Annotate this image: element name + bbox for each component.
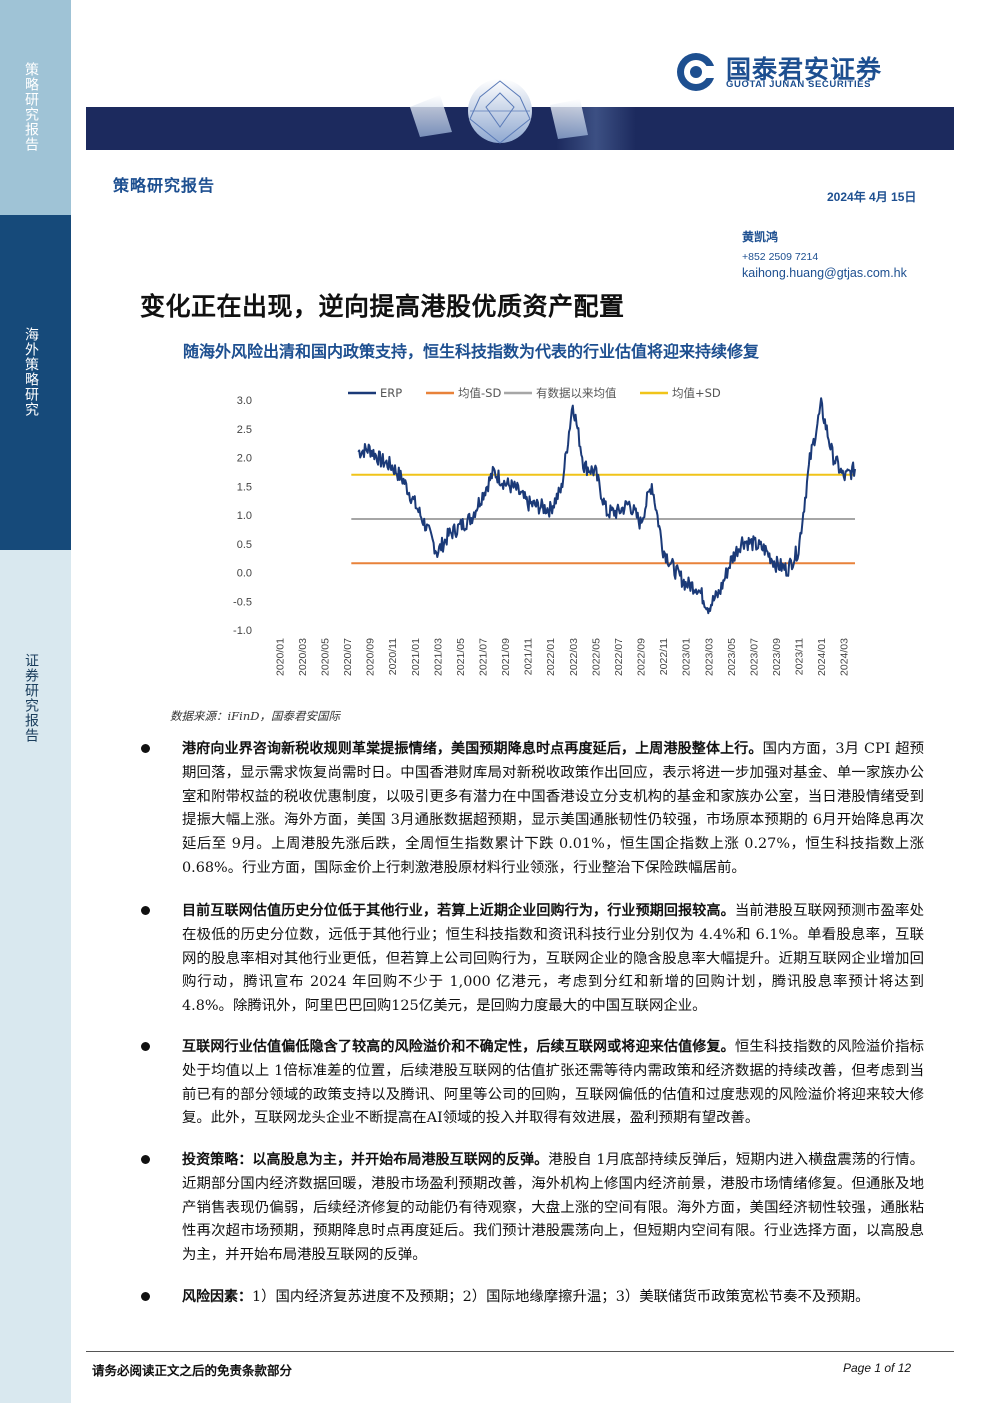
bullet-body: 国内方面，3月 CPI 超预期回落，显示需求恢复尚需时日。中国香港财库局对新税收… [182,741,925,876]
logo-text-en: GUOTAI JUNAN SECURITIES [726,79,872,90]
x-tick-label: 2021/09 [500,638,512,676]
report-title: 变化正在出现，逆向提高港股优质资产配置 [140,292,625,321]
x-tick-label: 2021/03 [432,638,444,676]
logo-text-cn: 国泰君安证券 [726,55,883,84]
y-tick-label: -0.5 [233,596,252,608]
bullet-body: 当前港股互联网预测市盈率处在极低的历史分位数，远低于其他行业；恒生科技指数和资讯… [182,903,924,1015]
x-tick-label: 2023/07 [748,638,760,676]
y-tick-label: 1.5 [237,481,252,493]
diamond-icon [410,79,588,144]
x-tick-label: 2023/01 [681,638,693,676]
bullet-lead: 港府向业界咨询新税收规则革棠提振情绪，美国预期降息时点再度延后，上周港股整体上行… [182,741,763,757]
x-tick-label: 2022/03 [568,638,580,676]
x-tick-label: 2023/03 [703,638,715,676]
x-tick-label: 2020/09 [365,638,377,676]
x-tick-label: 2020/03 [297,638,309,676]
bullet-dot-icon [141,906,150,915]
bullet-body: 恒生科技指数的风险溢价指标处于均值以上 1倍标准差的位置，后续港股互联网的估值扩… [182,1039,924,1127]
x-tick-label: 2021/01 [410,638,422,676]
x-tick-label: 2022/11 [658,638,670,675]
footer-divider [86,1351,954,1352]
sidebar-section-strategy: 策略研究报告 [0,0,71,215]
chart-source: 数据来源：iFinD，国泰君安国际 [170,709,340,723]
bullet-dot-icon [141,744,150,753]
sidebar-section-securities: 证券研究报告 [0,550,71,1403]
bullet-lead: 互联网行业估值偏低隐含了较高的风险溢价和不确定性，后续互联网或将迎来估值修复。 [182,1039,735,1055]
author-phone: +852 2509 7214 [742,251,819,263]
x-tick-label: 2020/07 [342,638,354,676]
bullet-lead: 目前互联网估值历史分位低于其他行业，若算上近期企业回购行为，行业预期回报较高。 [182,903,735,919]
y-tick-label: 0.0 [237,568,252,580]
legend-label: 均值+SD [672,386,721,400]
x-tick-label: 2022/05 [590,638,602,676]
author-name: 黄凯鸿 [742,230,779,244]
x-tick-label: 2023/11 [794,638,806,675]
bullet-dot-icon [141,1292,150,1301]
y-tick-label: 1.0 [237,510,252,522]
sidebar-label: 策略研究报告 [23,62,39,152]
x-tick-label: 2022/09 [636,638,648,676]
footer-disclaimer[interactable]: 请务必阅读正文之后的免责条款部分 [92,1363,293,1378]
y-tick-label: 0.5 [237,539,252,551]
page-number: Page 1 of 12 [843,1361,912,1375]
bullet-lead: 投资策略：以高股息为主，并开始布局港股互联网的反弹。 [182,1152,549,1168]
bullet-dot-icon [141,1042,150,1051]
y-tick-label: 3.0 [237,395,252,407]
author-email[interactable]: kaihong.huang@gtjas.com.hk [742,266,907,280]
bullet-dot-icon [141,1155,150,1164]
logo-mark-icon [677,53,716,91]
x-tick-label: 2021/11 [523,638,535,675]
x-tick-label: 2021/07 [477,638,489,676]
report-subtitle: 随海外风险出清和国内政策支持，恒生科技指数为代表的行业估值将迎来持续修复 [183,342,760,361]
report-category: 策略研究报告 [113,176,216,195]
x-tick-label: 2024/03 [839,638,851,676]
legend-label: 均值-SD [458,386,501,400]
x-tick-label: 2022/01 [545,638,557,676]
sidebar-label: 证券研究报告 [23,653,39,743]
company-logo: 国泰君安证券 GUOTAI JUNAN SECURITIES [676,52,956,92]
legend-label: 有数据以来均值 [536,386,617,400]
erp-chart-svg: 3.0 2.5 2.0 1.5 1.0 0.5 0.0 -0.5 -1.0 2020/01 2020… [233,386,856,676]
y-tick-label: -1.0 [233,625,252,637]
erp-chart: 3.0 2.5 2.0 1.5 1.0 0.5 0.0 -0.5 -1.0 2020/01 2020… [220,380,870,700]
x-tick-label: 2023/05 [726,638,738,676]
bullet-body: 港股自 1月底部持续反弹后，短期内进入横盘震荡的行情。近期部分国内经济数据回暖，… [182,1152,924,1264]
x-tick-label: 2024/01 [816,638,828,676]
x-tick-label: 2020/05 [319,638,331,676]
report-date: 2024年 4月 15日 [827,190,917,204]
legend-label: ERP [380,386,402,400]
x-tick-label: 2021/05 [455,638,467,676]
x-tick-label: 2023/09 [771,638,783,676]
sidebar-label: 海外策略研究 [23,327,39,417]
y-tick-label: 2.0 [237,453,252,465]
erp-series-line [357,397,856,615]
x-tick-label: 2020/11 [387,638,399,675]
bullet-lead: 风险因素： [182,1289,252,1305]
x-tick-label: 2020/01 [274,638,286,676]
y-tick-label: 2.5 [237,424,252,436]
bullet-body: 1）国内经济复苏进度不及预期；2）国际地缘摩擦升温；3）美联储货币政策宽松节奏不… [252,1289,870,1305]
x-tick-label: 2022/07 [613,638,625,676]
sidebar-section-overseas: 海外策略研究 [0,215,71,550]
